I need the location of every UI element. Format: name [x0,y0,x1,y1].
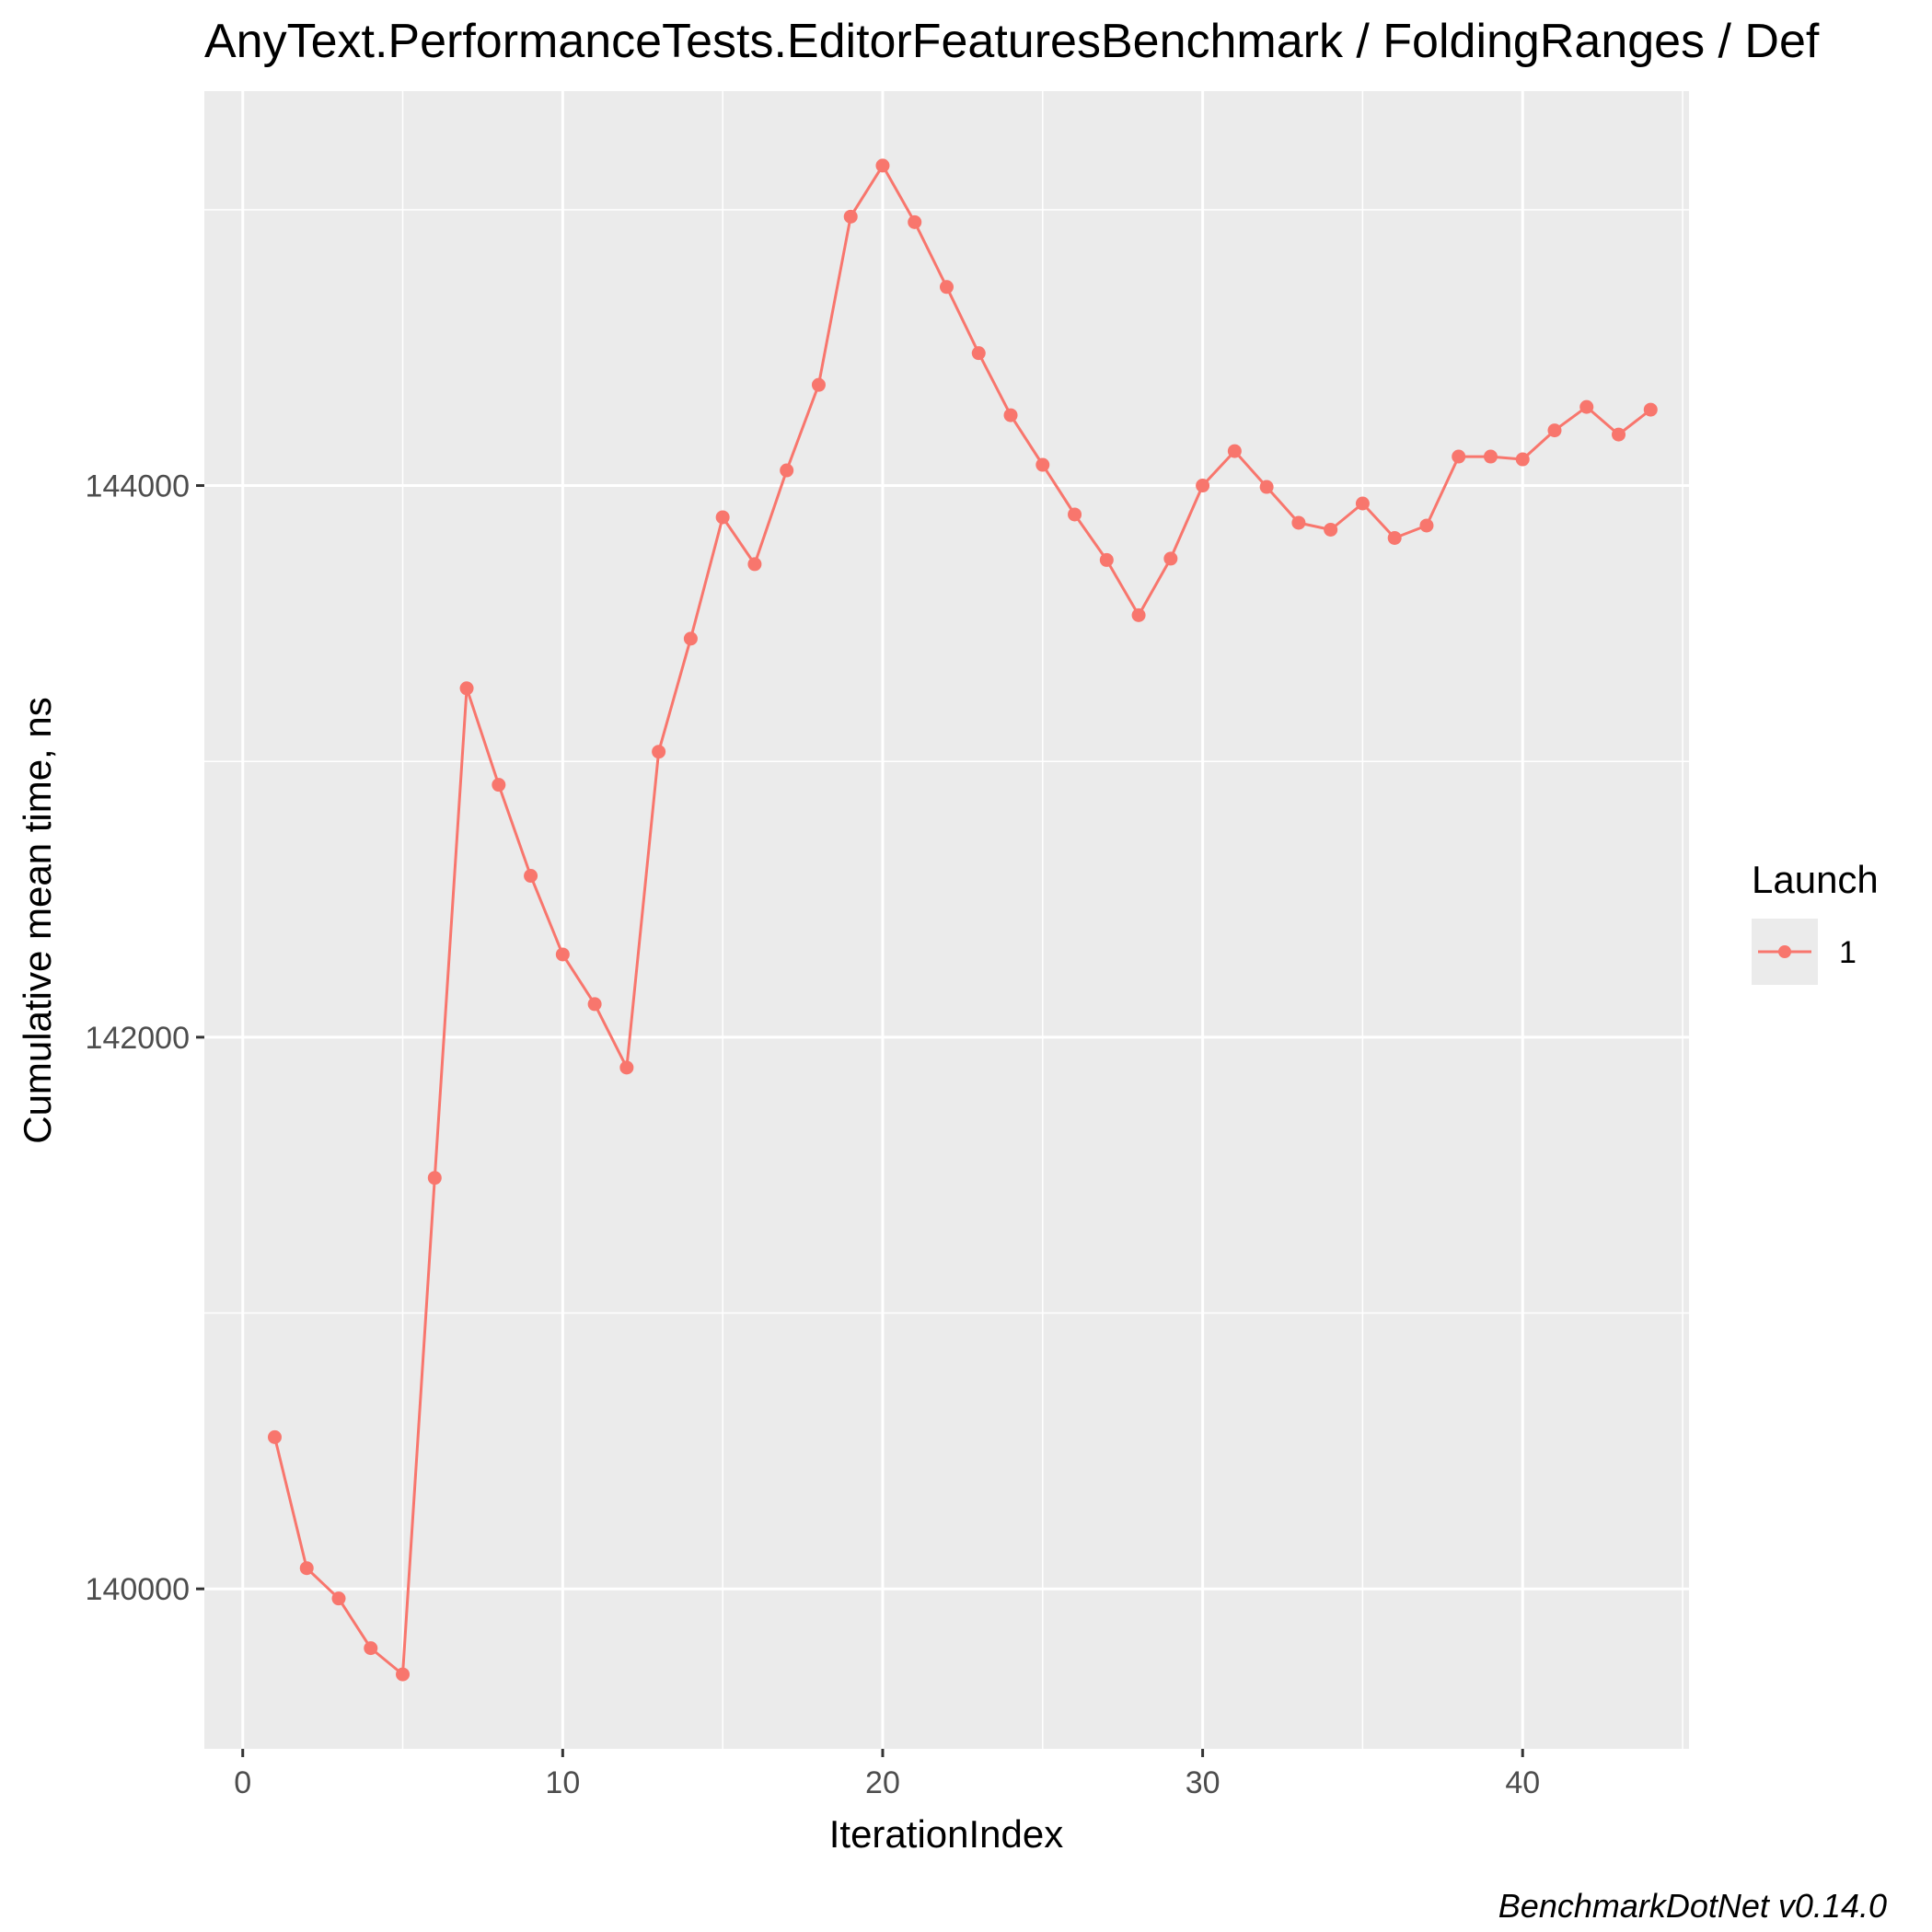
data-point [587,997,602,1012]
data-point [1612,427,1626,442]
data-point [1387,530,1402,545]
data-point [427,1171,442,1186]
caption: BenchmarkDotNet v0.14.0 [1498,1887,1887,1925]
data-point [1227,444,1242,458]
data-point [1355,496,1370,511]
data-point [747,557,762,572]
data-point [1579,399,1594,414]
x-tick-label: 20 [865,1765,900,1800]
data-point [811,377,826,392]
data-point [1068,507,1082,522]
data-point [1515,452,1530,467]
data-point [1131,607,1146,622]
data-point [652,745,666,759]
data-point [715,510,730,525]
chart-title: AnyText.PerformanceTests.EditorFeaturesB… [204,15,1820,68]
legend-key-point [1778,945,1791,958]
data-point [875,158,890,173]
data-point [683,631,698,646]
data-point [619,1060,634,1075]
y-tick-label: 144000 [86,469,190,504]
x-axis: 0 10 20 30 40 [234,1749,1540,1800]
x-tick-label: 30 [1186,1765,1221,1800]
data-point [267,1429,282,1444]
y-axis-title: Cumulative mean time, ns [16,697,59,1144]
series-layer [267,158,1658,1682]
gridlines [204,91,1689,1749]
data-point [780,463,794,478]
x-tick-label: 40 [1505,1765,1540,1800]
y-tick-label: 140000 [86,1572,190,1607]
data-point [1419,518,1434,533]
data-point [940,280,954,295]
legend-title: Launch [1752,858,1879,901]
data-point [364,1641,378,1656]
data-point [524,869,538,884]
data-point [1099,552,1114,567]
x-tick-label: 0 [234,1765,251,1800]
data-point [1259,480,1274,494]
data-point [1291,515,1306,530]
y-axis: 140000 142000 144000 [86,469,204,1607]
y-tick-label: 142000 [86,1021,190,1056]
data-point [1035,457,1050,472]
data-point [1003,408,1018,422]
plot-panel [204,91,1689,1749]
data-point [1547,423,1562,438]
x-axis-title: IterationIndex [829,1812,1064,1856]
data-point [555,947,570,962]
data-point [396,1667,411,1682]
data-point [459,681,474,696]
legend: Launch 1 [1752,858,1879,985]
data-point [1452,449,1466,464]
data-point [299,1561,314,1576]
legend-label-series-1: 1 [1839,935,1857,970]
data-point [492,778,506,792]
data-point [1196,479,1210,493]
data-point [331,1591,346,1606]
data-point [1643,402,1658,417]
data-point [908,214,922,229]
data-point [843,209,858,224]
data-point [1483,449,1498,464]
data-point [971,346,986,361]
data-point [1163,551,1178,566]
data-point [1324,522,1338,537]
x-tick-label: 10 [545,1765,580,1800]
